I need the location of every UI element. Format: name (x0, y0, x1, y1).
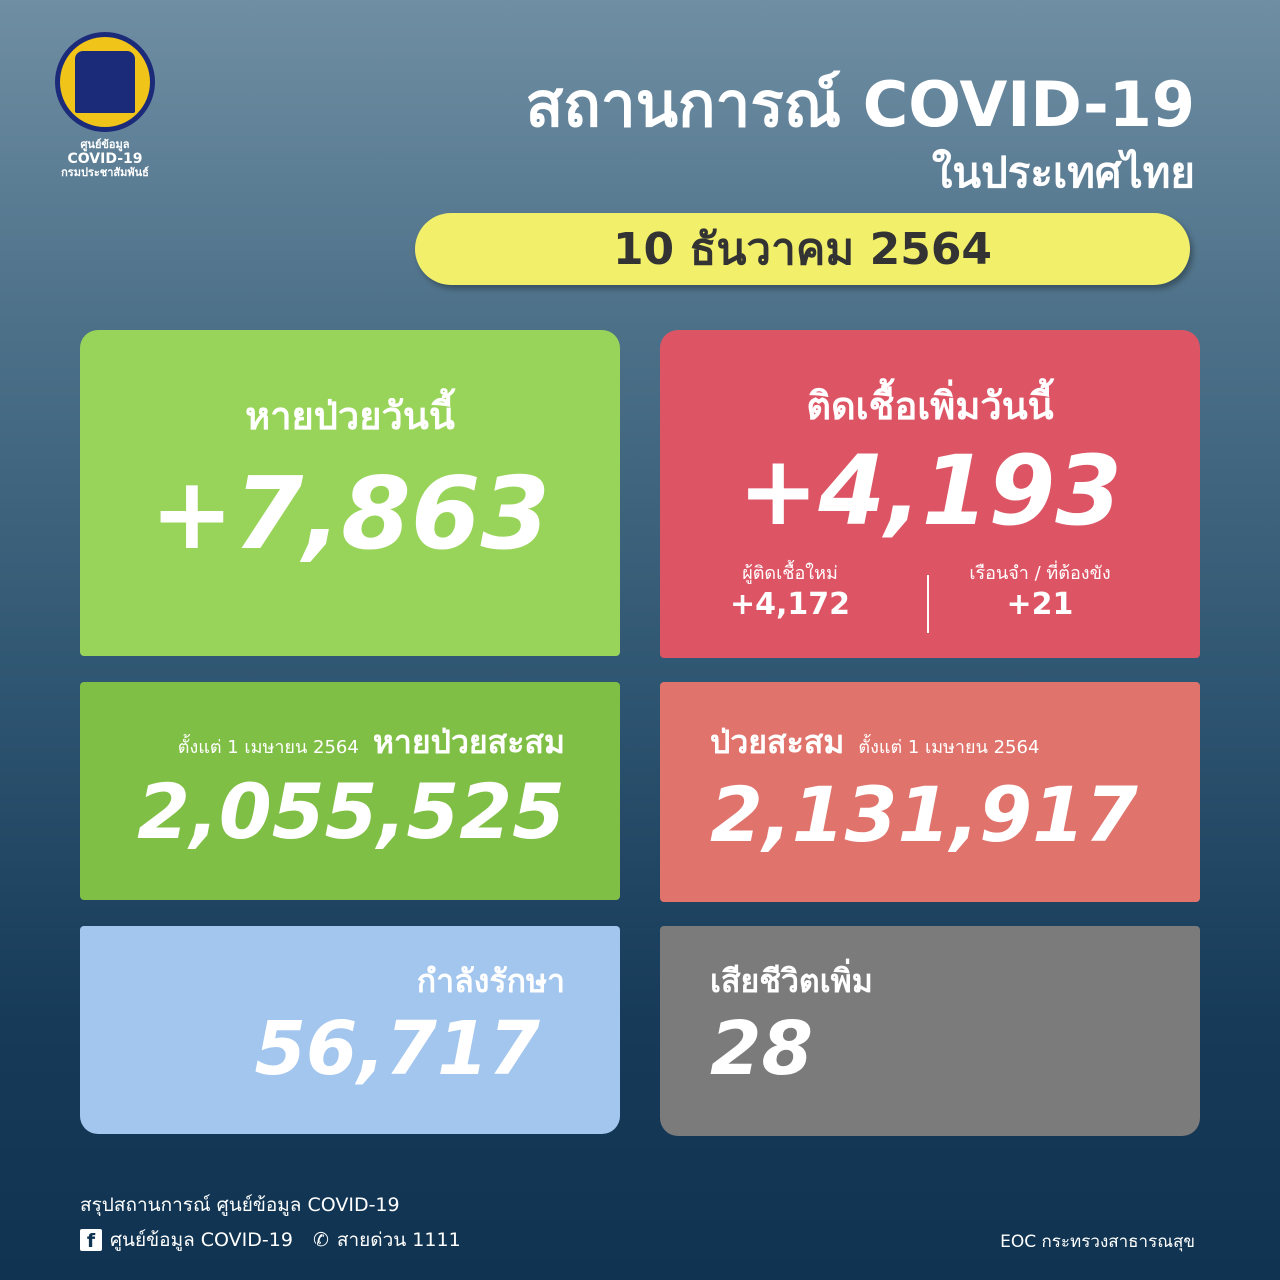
logo-caption: ศูนย์ข้อมูล COVID-19 กรมประชาสัมพันธ์ (40, 138, 170, 180)
in-treatment-value: 56,717 (254, 1006, 540, 1092)
deaths-label: เสียชีวิตเพิ่ม (710, 962, 873, 1000)
phone-icon: ✆ (312, 1229, 329, 1251)
recovered-today-value: +7,863 (149, 455, 551, 572)
since-label: ตั้งแต่ 1 เมษายน 2564 (177, 737, 359, 758)
breakdown-label: เรือนจำ / ที่ต้องขัง (969, 563, 1111, 584)
breakdown-value: +4,172 (729, 587, 851, 622)
divider (927, 575, 929, 633)
new-infections-breakdown: ผู้ติดเชื้อใหม่ +4,172 (720, 558, 860, 622)
recovered-today-label: หายป่วยวันนี้ (245, 394, 455, 438)
cases-total-value: 2,131,917 (710, 770, 1138, 859)
hotline: สายด่วน 1111 (336, 1229, 461, 1251)
date-banner: 10 ธันวาคม 2564 (415, 213, 1190, 285)
footer-source: EOC กระทรวงสาธารณสุข (1000, 1232, 1195, 1252)
recovered-today-card: หายป่วยวันนี้ +7,863 (80, 330, 620, 656)
footer-contacts: f ศูนย์ข้อมูล COVID-19 ✆ สายด่วน 1111 (80, 1225, 461, 1255)
recovered-total-value: 2,055,525 (137, 767, 565, 856)
logo-line1: ศูนย์ข้อมูล (80, 138, 130, 151)
recovered-total-card: ตั้งแต่ 1 เมษายน 2564 หายป่วยสะสม 2,055,… (80, 682, 620, 900)
deaths-card: เสียชีวิตเพิ่ม 28 (660, 926, 1200, 1136)
cases-total-header: ป่วยสะสม ตั้งแต่ 1 เมษายน 2564 (710, 717, 1039, 768)
logo-line3: กรมประชาสัมพันธ์ (61, 166, 149, 179)
new-cases-value: +4,193 (737, 435, 1123, 547)
footer-summary: สรุปสถานการณ์ ศูนย์ข้อมูล COVID-19 (80, 1194, 400, 1216)
cases-total-card: ป่วยสะสม ตั้งแต่ 1 เมษายน 2564 2,131,917 (660, 682, 1200, 902)
cases-total-label: ป่วยสะสม (710, 723, 845, 761)
in-treatment-card: กำลังรักษา 56,717 (80, 926, 620, 1134)
page-subtitle: ในประเทศไทย (931, 148, 1195, 197)
logo-line2: COVID-19 (67, 151, 143, 167)
government-seal-logo (55, 32, 155, 132)
new-cases-label: ติดเชื้อเพิ่มวันนี้ (806, 384, 1054, 428)
breakdown-label: ผู้ติดเชื้อใหม่ (742, 563, 838, 584)
facebook-page[interactable]: ศูนย์ข้อมูล COVID-19 (110, 1229, 293, 1251)
breakdown-value: +21 (1006, 587, 1074, 622)
since-label: ตั้งแต่ 1 เมษายน 2564 (858, 737, 1040, 758)
facebook-icon: f (80, 1229, 102, 1252)
deaths-value: 28 (710, 1006, 813, 1092)
recovered-total-header: ตั้งแต่ 1 เมษายน 2564 หายป่วยสะสม (178, 717, 565, 768)
new-cases-card: ติดเชื้อเพิ่มวันนี้ +4,193 ผู้ติดเชื้อให… (660, 330, 1200, 658)
in-treatment-label: กำลังรักษา (416, 962, 565, 1000)
page-title: สถานการณ์ COVID-19 (525, 68, 1195, 141)
recovered-total-label: หายป่วยสะสม (372, 723, 565, 761)
prison-breakdown: เรือนจำ / ที่ต้องขัง +21 (960, 558, 1120, 622)
